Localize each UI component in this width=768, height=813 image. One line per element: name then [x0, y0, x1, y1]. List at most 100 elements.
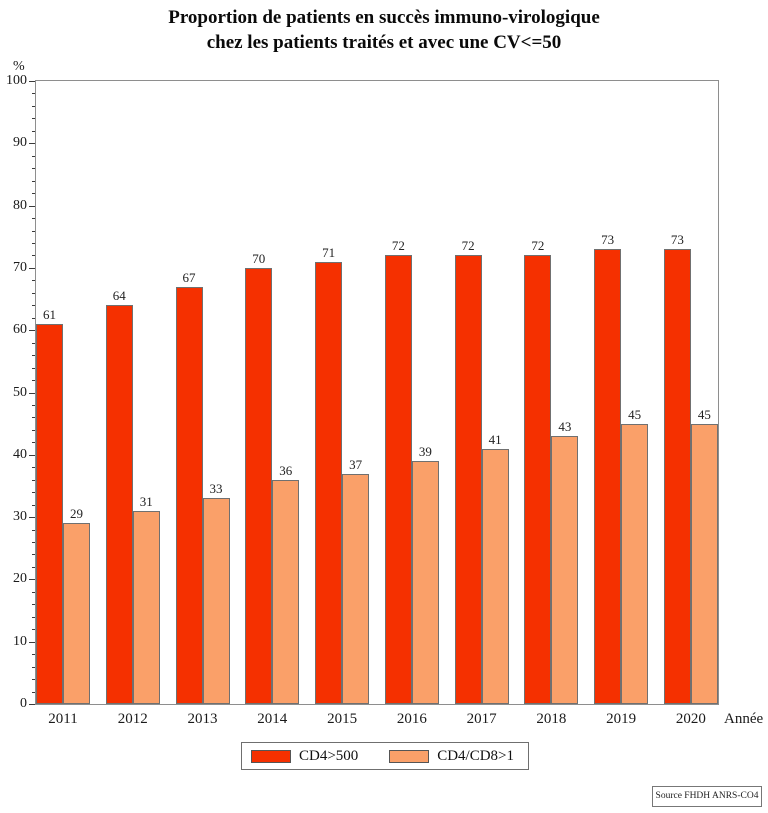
- bar-CD4/CD8>1-2015: 37: [342, 457, 370, 704]
- chart-title-line2: chez les patients traités et avec une CV…: [206, 32, 562, 54]
- y-major-tick: [29, 704, 35, 705]
- bar-group-2012: 64 31 2012: [105, 81, 160, 727]
- bar-CD4>500-2012: 64: [105, 288, 133, 704]
- x-tick-label: 2017: [466, 711, 497, 727]
- y-tick-label: 90: [13, 135, 27, 151]
- source-box: Source FHDH ANRS-CO4: [652, 786, 762, 807]
- y-major-tick: [29, 392, 35, 394]
- bar-value-label: 45: [628, 406, 642, 422]
- plot-area: 61 29 2011 64 31 2012 67 33 2013 70 36 2014 71 37 2015…: [6, 73, 719, 727]
- chart-title: Proportion de patients en succès immuno-…: [0, 5, 768, 55]
- bar-group-2020: 73 45 2020: [663, 81, 718, 727]
- y-minor-tick: [32, 193, 35, 195]
- bar-CD4>500-2017: 72: [454, 238, 482, 704]
- y-major-tick: [29, 330, 35, 332]
- bar-CD4>500-2018: 72: [524, 238, 552, 704]
- y-major-tick: [29, 81, 35, 82]
- y-minor-tick: [32, 380, 35, 382]
- y-major-tick: [29, 579, 35, 581]
- bar-value-label: 39: [418, 444, 432, 460]
- bar-value-label: 64: [112, 288, 126, 304]
- x-tick-label: 2012: [117, 711, 148, 727]
- y-minor-tick: [32, 280, 35, 282]
- bar-value-label: 73: [601, 232, 615, 248]
- y-minor-tick: [32, 105, 35, 107]
- bar-value-label: 71: [322, 244, 336, 260]
- y-minor-tick: [32, 492, 35, 494]
- x-tick-label: 2020: [675, 711, 706, 727]
- y-minor-tick: [32, 130, 35, 132]
- y-minor-tick: [32, 404, 35, 406]
- bar-value-label: 45: [697, 406, 711, 422]
- y-minor-tick: [32, 479, 35, 481]
- bar-CD4/CD8>1-2017: 41: [481, 432, 509, 704]
- legend-swatch: [389, 749, 430, 763]
- y-minor-tick: [32, 504, 35, 506]
- y-minor-tick: [32, 242, 35, 244]
- bar-value-label: 41: [488, 431, 502, 447]
- y-minor-tick: [32, 93, 35, 95]
- bar-CD4>500-2011: 61: [36, 307, 63, 704]
- y-tick-label: 20: [13, 571, 27, 587]
- y-tick-label: 70: [13, 259, 27, 275]
- y-axis-unit-label: %: [13, 59, 25, 74]
- y-minor-tick: [32, 417, 35, 419]
- bar-value-label: 33: [209, 481, 223, 497]
- y-minor-tick: [32, 591, 35, 593]
- bar-CD4>500-2015: 71: [315, 245, 343, 704]
- legend-label: CD4/CD8>1: [437, 747, 514, 764]
- bar-value-label: 67: [182, 269, 196, 285]
- y-tick-label: 100: [6, 73, 27, 88]
- y-minor-tick: [32, 442, 35, 444]
- bars-row: 61 29 2011 64 31 2012 67 33 2013 70 36 2014 71 37 2015…: [36, 81, 718, 727]
- y-minor-tick: [32, 616, 35, 618]
- legend-entry: CD4>500: [251, 748, 358, 765]
- bar-value-label: 72: [461, 238, 475, 254]
- x-tick-label: 2011: [48, 711, 78, 727]
- y-tick-label: 30: [13, 509, 27, 525]
- legend-box: CD4>500 CD4/CD8>1: [241, 742, 529, 770]
- y-major-tick: [29, 205, 35, 207]
- bar-group-2015: 71 37 2015: [315, 81, 370, 727]
- bar-CD4/CD8>1-2014: 36: [272, 463, 300, 704]
- y-minor-tick: [32, 554, 35, 556]
- y-major-tick: [29, 641, 35, 643]
- bar-value-label: 31: [139, 493, 153, 509]
- y-tick-label: 50: [13, 384, 27, 400]
- y-major-tick: [29, 517, 35, 519]
- y-minor-tick: [32, 180, 35, 182]
- y-minor-tick: [32, 691, 35, 693]
- y-minor-tick: [32, 429, 35, 431]
- y-minor-tick: [32, 666, 35, 668]
- chart-title-line1: Proportion de patients en succès immuno-…: [168, 7, 600, 28]
- y-minor-tick: [32, 654, 35, 656]
- y-minor-tick: [32, 355, 35, 357]
- y-tick-label: 40: [13, 446, 27, 462]
- y-minor-tick: [32, 118, 35, 120]
- bar-CD4>500-2013: 67: [175, 270, 203, 704]
- bar-value-label: 73: [670, 232, 684, 248]
- bar-value-label: 37: [349, 456, 363, 472]
- x-tick-label: 2015: [327, 711, 358, 727]
- x-tick-label: 2014: [257, 711, 288, 727]
- y-minor-tick: [32, 467, 35, 469]
- y-minor-tick: [32, 230, 35, 232]
- y-minor-tick: [32, 529, 35, 531]
- y-minor-tick: [32, 292, 35, 294]
- bar-CD4>500-2020: 73: [663, 232, 691, 704]
- bar-group-2018: 72 43 2018: [524, 81, 579, 727]
- bar-CD4>500-2019: 73: [594, 232, 622, 704]
- y-tick-label: 60: [13, 322, 27, 338]
- x-tick-label: 2016: [396, 711, 427, 727]
- x-tick-label: 2019: [606, 711, 637, 727]
- y-minor-tick: [32, 168, 35, 170]
- legend-entry: CD4/CD8>1: [389, 748, 514, 765]
- bar-value-label: 72: [391, 238, 405, 254]
- y-major-tick: [29, 267, 35, 269]
- bar-CD4/CD8>1-2020: 45: [690, 407, 718, 704]
- bar-CD4>500-2016: 72: [384, 238, 412, 704]
- bar-group-2014: 70 36 2014: [245, 81, 300, 727]
- y-minor-tick: [32, 542, 35, 544]
- bar-group-2017: 72 41 2017: [454, 81, 509, 727]
